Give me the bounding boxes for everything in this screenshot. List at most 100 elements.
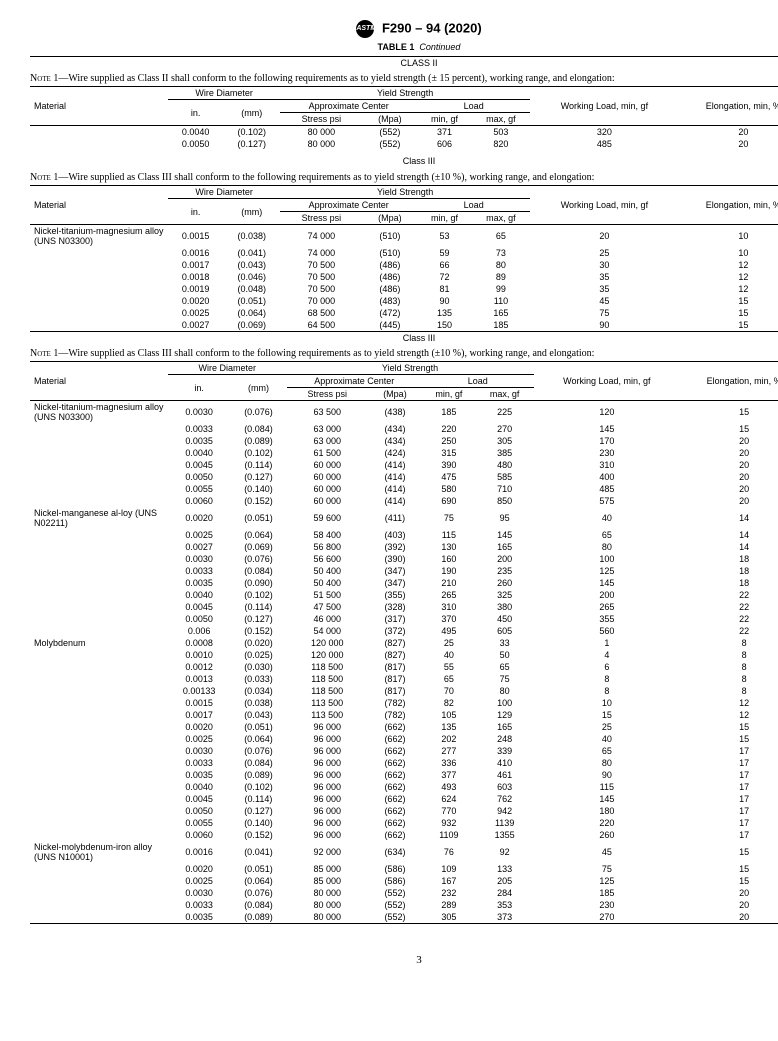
table-row: 0.0035(0.090)50 400(347)21026014518 [30, 577, 778, 589]
cell: 96 000 [287, 757, 368, 769]
cell [30, 319, 168, 332]
cell: (0.069) [230, 541, 286, 553]
cell: 90 [417, 295, 472, 307]
cell: 0.0060 [168, 495, 230, 507]
cell [30, 483, 168, 495]
cell: 25 [422, 637, 476, 649]
cell: 260 [476, 577, 534, 589]
cell: 0.0020 [168, 507, 230, 529]
cell: 15 [534, 709, 681, 721]
col-mpa: (Mpa) [363, 113, 418, 126]
cell: 0.0019 [168, 283, 223, 295]
cell [30, 769, 168, 781]
cell [30, 126, 168, 139]
cell: 60 000 [287, 471, 368, 483]
cell: 289 [422, 899, 476, 911]
cell: (782) [368, 697, 422, 709]
cell: 235 [476, 565, 534, 577]
cell: (414) [368, 471, 422, 483]
cell: 113 500 [287, 697, 368, 709]
table-row: 0.0019(0.048)70 500(486)81993512 [30, 283, 778, 295]
cell: 35 [530, 271, 679, 283]
cell: 125 [534, 565, 681, 577]
cell: 80 [476, 685, 534, 697]
table-row: 0.0055(0.140)96 000(662)932113922017 [30, 817, 778, 829]
cell: 96 000 [287, 721, 368, 733]
cell: (586) [368, 875, 422, 887]
thead: Material Wire Diameter Yield Strength Wo… [30, 87, 778, 126]
cell: 0.0018 [168, 271, 223, 283]
cell: (0.127) [230, 471, 286, 483]
cell: (0.102) [230, 447, 286, 459]
cell: 0.0027 [168, 541, 230, 553]
cell: 850 [476, 495, 534, 507]
cell [30, 805, 168, 817]
cell: 15 [680, 841, 778, 863]
table-row: 0.0016(0.041)74 000(510)59732510 [30, 247, 778, 259]
cell: 0.0045 [168, 793, 230, 805]
cell: 40 [534, 733, 681, 745]
cell: 63 000 [287, 435, 368, 447]
tbody-class3a: Nickel-titanium-magnesium alloy (UNS N03… [30, 225, 778, 332]
cell: (827) [368, 649, 422, 661]
cell: 65 [472, 225, 530, 248]
cell: 14 [680, 529, 778, 541]
cell: 20 [679, 138, 778, 150]
cell: 75 [476, 673, 534, 685]
cell: 15 [679, 319, 778, 332]
cell: 12 [679, 283, 778, 295]
cell [30, 709, 168, 721]
table-row: 0.0033(0.084)63 000(434)22027014515 [30, 423, 778, 435]
cell: 17 [680, 805, 778, 817]
cell [30, 435, 168, 447]
cell: (510) [363, 225, 418, 248]
cell: 120 000 [287, 649, 368, 661]
cell: 65 [422, 673, 476, 685]
table-row: Nickel-titanium-magnesium alloy (UNS N03… [30, 401, 778, 424]
cell [30, 138, 168, 150]
cell: 0.0015 [168, 225, 223, 248]
col-mm: (mm) [223, 100, 280, 126]
cell: 100 [534, 553, 681, 565]
cell: 15 [680, 721, 778, 733]
cell: 605 [476, 625, 534, 637]
cell: 15 [680, 863, 778, 875]
cell: 485 [534, 483, 681, 495]
cell: (0.089) [230, 911, 286, 924]
cell: 82 [422, 697, 476, 709]
cell: 0.0050 [168, 138, 223, 150]
cell: (0.152) [230, 495, 286, 507]
cell: 377 [422, 769, 476, 781]
cell: 270 [534, 911, 681, 924]
cell: (0.084) [230, 565, 286, 577]
cell: (0.025) [230, 649, 286, 661]
cell: 45 [534, 841, 681, 863]
cell: 380 [476, 601, 534, 613]
cell: (0.102) [230, 589, 286, 601]
cell: Nickel-manganese al-loy (UNS N02211) [30, 507, 168, 529]
cell: 118 500 [287, 673, 368, 685]
table-row: 0.0060(0.152)96 000(662)1109135526017 [30, 829, 778, 841]
cell: 0.0035 [168, 577, 230, 589]
cell: 110 [472, 295, 530, 307]
cell: 63 000 [287, 423, 368, 435]
cell: (434) [368, 435, 422, 447]
table-row: Molybdenum0.0008(0.020)120 000(827)25331… [30, 637, 778, 649]
cell [30, 781, 168, 793]
cell [30, 875, 168, 887]
cell: 89 [472, 271, 530, 283]
cell: 17 [680, 769, 778, 781]
cell: (662) [368, 817, 422, 829]
cell: 90 [530, 319, 679, 332]
cell: 0.0055 [168, 483, 230, 495]
cell: 22 [680, 613, 778, 625]
cell [30, 589, 168, 601]
cell: 96 000 [287, 745, 368, 757]
cell: 690 [422, 495, 476, 507]
cell: (586) [368, 863, 422, 875]
cell: 70 [422, 685, 476, 697]
cell: 18 [680, 553, 778, 565]
table-row: 0.0025(0.064)85 000(586)16720512515 [30, 875, 778, 887]
table-row: Nickel-manganese al-loy (UNS N02211)0.00… [30, 507, 778, 529]
col-yield-strength: Yield Strength [280, 87, 530, 100]
